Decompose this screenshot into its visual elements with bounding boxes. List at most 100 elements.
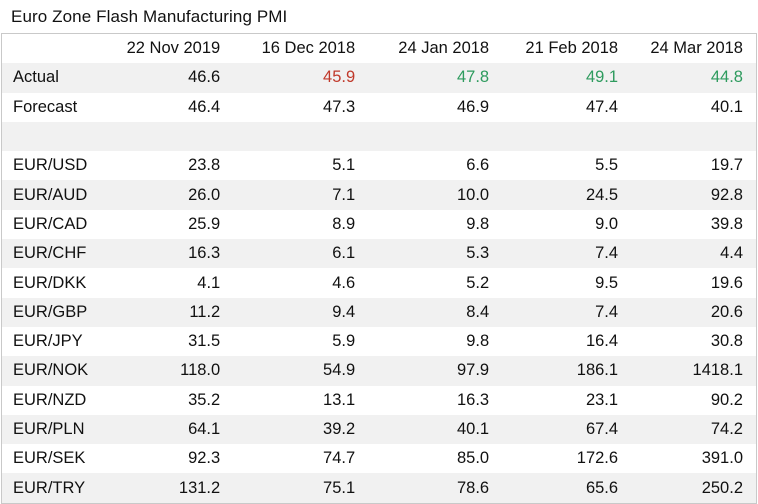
cell-value: 11.2 — [99, 297, 224, 327]
cell-value: 5.3 — [358, 239, 493, 269]
table-row: EUR/PLN 64.1 39.2 40.1 67.4 74.2 — [2, 414, 756, 445]
cell-value: 64.1 — [99, 414, 224, 445]
cell-value: 92.8 — [625, 180, 756, 210]
actual-value: 49.1 — [492, 63, 626, 93]
cell-value: 8.9 — [332, 214, 356, 233]
row-label: EUR/NOK — [2, 356, 100, 386]
table-row: EUR/SEK 92.3 74.7 85.0 172.6 391.0 — [2, 444, 756, 473]
table-row: EUR/NOK 118.0 54.9 97.9 186.1 1418.1 — [2, 356, 756, 386]
cell-value: 6.6 — [466, 156, 490, 175]
cell-value: 7.4 — [492, 297, 626, 327]
table-row: EUR/JPY 31.5 5.9 9.8 16.4 30.8 — [2, 327, 756, 356]
cell-value: 19.6 — [710, 273, 743, 292]
row-label: EUR/NZD — [13, 390, 87, 409]
cell-value: 39.8 — [710, 214, 743, 233]
cell-value: 9.5 — [595, 273, 619, 292]
cell-value: 1418.1 — [625, 356, 756, 386]
cell-value: 8.4 — [358, 297, 493, 327]
cell-value: 90.2 — [710, 390, 743, 409]
table-row: EUR/TRY 131.2 75.1 78.6 65.6 250.2 — [2, 473, 756, 503]
cell-value: 40.1 — [358, 414, 493, 445]
row-label: EUR/CHF — [2, 239, 100, 269]
cell-value: 5.2 — [466, 273, 490, 292]
cell-value: 172.6 — [576, 449, 619, 468]
row-label: EUR/PLN — [2, 414, 100, 445]
column-header: 22 Nov 2019 — [126, 39, 221, 58]
cell-value: 7.4 — [492, 239, 626, 269]
forecast-value: 40.1 — [710, 97, 743, 116]
cell-value: 92.3 — [188, 449, 221, 468]
cell-value: 186.1 — [492, 356, 626, 386]
column-header: 24 Mar 2018 — [650, 39, 743, 58]
forecast-value: 46.4 — [188, 97, 221, 116]
row-label: EUR/JPY — [13, 332, 83, 351]
table-row: EUR/AUD 26.0 7.1 10.0 24.5 92.8 — [2, 180, 756, 210]
cell-value: 9.4 — [223, 297, 359, 327]
cell-value: 4.1 — [197, 273, 221, 292]
actual-value: 47.8 — [358, 63, 493, 93]
pmi-table: 22 Nov 2019 16 Dec 2018 24 Jan 2018 21 F… — [2, 34, 756, 503]
cell-value: 31.5 — [188, 332, 221, 351]
row-label: EUR/AUD — [2, 180, 100, 210]
cell-value: 391.0 — [701, 449, 743, 468]
table-row: EUR/USD 23.8 5.1 6.6 5.5 19.7 — [2, 151, 756, 180]
cell-value: 131.2 — [99, 473, 224, 503]
row-label: EUR/SEK — [13, 449, 86, 468]
cell-value: 9.8 — [466, 214, 490, 233]
cell-value: 16.3 — [457, 390, 490, 409]
cell-value: 35.2 — [188, 390, 221, 409]
table-row: EUR/DKK 4.1 4.6 5.2 9.5 19.6 — [2, 268, 756, 297]
cell-value: 5.1 — [332, 156, 356, 175]
row-label: EUR/USD — [13, 156, 88, 175]
column-header: 21 Feb 2018 — [525, 39, 619, 58]
cell-value: 6.1 — [223, 239, 359, 269]
actual-row: Actual 46.6 45.9 47.8 49.1 44.8 — [2, 63, 756, 93]
cell-value: 54.9 — [223, 356, 359, 386]
column-header: 16 Dec 2018 — [261, 39, 356, 58]
cell-value: 9.0 — [595, 214, 619, 233]
table-title: Euro Zone Flash Manufacturing PMI — [11, 7, 288, 26]
forecast-value: 47.3 — [323, 97, 356, 116]
cell-value: 97.9 — [358, 356, 493, 386]
cell-value: 20.6 — [625, 297, 756, 327]
cell-value: 4.4 — [625, 239, 756, 269]
table-row: EUR/NZD 35.2 13.1 16.3 23.1 90.2 — [2, 386, 756, 415]
cell-value: 7.1 — [223, 180, 359, 210]
actual-value: 45.9 — [223, 63, 359, 93]
forecast-value: 47.4 — [585, 97, 619, 116]
forecast-row: Forecast 46.4 47.3 46.9 47.4 40.1 — [2, 93, 756, 122]
cell-value: 19.7 — [710, 156, 743, 175]
row-label: EUR/TRY — [2, 473, 100, 503]
cell-value: 67.4 — [492, 414, 626, 445]
cell-value: 16.3 — [99, 239, 224, 269]
cell-value: 26.0 — [99, 180, 224, 210]
cell-value: 4.6 — [332, 273, 356, 292]
actual-value: 46.6 — [99, 63, 224, 93]
cell-value: 118.0 — [99, 356, 224, 386]
forecast-value: 46.9 — [457, 97, 490, 116]
cell-value: 23.8 — [188, 156, 221, 175]
cell-value: 78.6 — [358, 473, 493, 503]
table-row: EUR/CAD 25.9 8.9 9.8 9.0 39.8 — [2, 210, 756, 239]
cell-value: 74.2 — [625, 414, 756, 445]
cell-value: 10.0 — [358, 180, 493, 210]
row-label: EUR/CAD — [13, 214, 88, 233]
cell-value: 25.9 — [188, 214, 221, 233]
row-label: Actual — [2, 63, 100, 93]
spacer-row — [2, 121, 756, 152]
spacer-cell — [2, 121, 756, 152]
cell-value: 74.7 — [323, 449, 356, 468]
header-row: 22 Nov 2019 16 Dec 2018 24 Jan 2018 21 F… — [2, 34, 756, 63]
actual-value: 44.8 — [625, 63, 756, 93]
cell-value: 250.2 — [625, 473, 756, 503]
row-label: Forecast — [13, 97, 78, 116]
cell-value: 24.5 — [492, 180, 626, 210]
table-row: EUR/GBP 11.2 9.4 8.4 7.4 20.6 — [2, 297, 756, 327]
cell-value: 9.8 — [466, 332, 490, 351]
pmi-table-container: 22 Nov 2019 16 Dec 2018 24 Jan 2018 21 F… — [1, 33, 757, 504]
row-label: EUR/DKK — [13, 273, 87, 292]
table-row: EUR/CHF 16.3 6.1 5.3 7.4 4.4 — [2, 239, 756, 269]
cell-value: 75.1 — [223, 473, 359, 503]
header-corner — [2, 34, 99, 63]
cell-value: 39.2 — [223, 414, 359, 445]
